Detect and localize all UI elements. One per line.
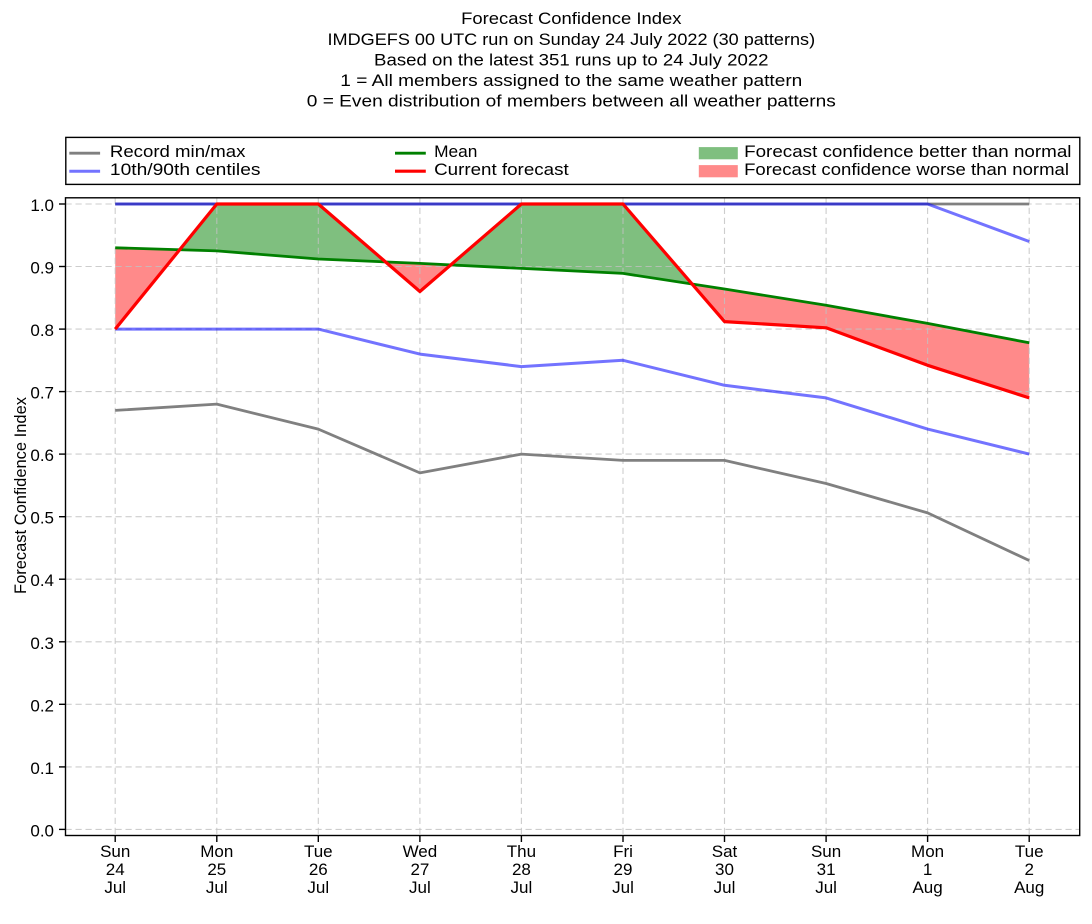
svg-text:24: 24: [106, 860, 125, 879]
svg-text:1 = All members assigned to th: 1 = All members assigned to the same wea…: [340, 71, 802, 90]
svg-text:IMDGEFS 00 UTC run on Sunday 2: IMDGEFS 00 UTC run on Sunday 24 July 202…: [328, 30, 816, 49]
svg-text:Based on the latest 351 runs u: Based on the latest 351 runs up to 24 Ju…: [374, 51, 769, 70]
svg-text:Thu: Thu: [507, 842, 536, 861]
svg-text:Sat: Sat: [712, 842, 738, 861]
svg-text:0 = Even distribution of membe: 0 = Even distribution of members between…: [307, 92, 836, 111]
svg-text:Jul: Jul: [714, 878, 736, 897]
svg-text:Wed: Wed: [403, 842, 438, 861]
svg-text:Jul: Jul: [612, 878, 634, 897]
svg-text:Mon: Mon: [911, 842, 944, 861]
svg-text:1: 1: [923, 860, 932, 879]
svg-text:Forecast Confidence Index: Forecast Confidence Index: [12, 396, 30, 594]
svg-text:0.5: 0.5: [30, 509, 54, 528]
svg-text:0.9: 0.9: [30, 259, 54, 278]
svg-text:Jul: Jul: [206, 878, 228, 897]
svg-text:2: 2: [1024, 860, 1033, 879]
svg-text:25: 25: [207, 860, 226, 879]
svg-text:Jul: Jul: [307, 878, 329, 897]
svg-text:Mean: Mean: [434, 142, 477, 161]
svg-text:Forecast Confidence Index: Forecast Confidence Index: [461, 9, 682, 28]
svg-text:30: 30: [715, 860, 734, 879]
svg-text:29: 29: [614, 860, 633, 879]
svg-text:Fri: Fri: [613, 842, 633, 861]
svg-text:Aug: Aug: [912, 878, 942, 897]
svg-text:0.7: 0.7: [30, 384, 54, 403]
svg-text:31: 31: [817, 860, 836, 879]
svg-text:Tue: Tue: [1015, 842, 1044, 861]
svg-text:Jul: Jul: [511, 878, 533, 897]
svg-text:0.2: 0.2: [30, 696, 54, 715]
svg-text:Jul: Jul: [815, 878, 837, 897]
svg-text:1.0: 1.0: [30, 196, 54, 215]
svg-text:27: 27: [410, 860, 429, 879]
svg-text:Jul: Jul: [409, 878, 431, 897]
svg-text:28: 28: [512, 860, 531, 879]
svg-text:0.1: 0.1: [30, 759, 54, 778]
svg-text:Jul: Jul: [104, 878, 126, 897]
svg-text:Sun: Sun: [811, 842, 841, 861]
svg-text:Mon: Mon: [200, 842, 233, 861]
svg-text:0.8: 0.8: [30, 321, 54, 340]
svg-text:Forecast confidence worse than: Forecast confidence worse than normal: [744, 160, 1069, 179]
svg-text:0.6: 0.6: [30, 446, 54, 465]
svg-text:Record min/max: Record min/max: [110, 142, 246, 161]
svg-text:0.4: 0.4: [30, 571, 54, 590]
svg-text:26: 26: [309, 860, 328, 879]
svg-text:0.0: 0.0: [30, 821, 54, 840]
svg-text:10th/90th centiles: 10th/90th centiles: [110, 160, 261, 179]
svg-text:Forecast confidence better tha: Forecast confidence better than normal: [744, 142, 1071, 161]
svg-text:Aug: Aug: [1014, 878, 1044, 897]
svg-text:Sun: Sun: [100, 842, 130, 861]
svg-text:0.3: 0.3: [30, 634, 54, 653]
svg-text:Tue: Tue: [304, 842, 333, 861]
svg-text:Current forecast: Current forecast: [434, 160, 569, 179]
